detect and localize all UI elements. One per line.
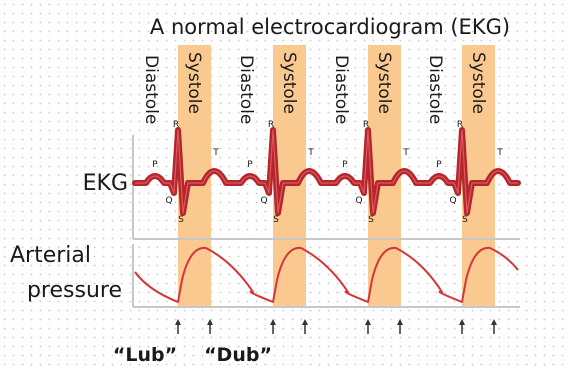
r-wave-label-1: R: [173, 120, 179, 130]
s-wave-label-4: S: [462, 215, 468, 225]
pressure-label: pressure: [27, 278, 122, 303]
dub-marker-4-head: [491, 319, 497, 325]
lub-marker-1-head: [175, 319, 181, 325]
phase-labels: Diastole Systole Diastole Systole Diastole Sy…: [141, 52, 488, 124]
systole-label-3: Systole: [374, 52, 394, 114]
lub-marker-3: [365, 319, 371, 334]
lub-marker-4-head: [459, 319, 465, 325]
diagram-title: A normal electrocardiogram (EKG): [150, 15, 510, 39]
lub-marker-3-head: [365, 319, 371, 325]
lub-label: “Lub”: [113, 344, 177, 366]
diastole-label-1: Diastole: [141, 55, 161, 124]
lub-marker-1: [175, 319, 181, 334]
heart-sound-markers: [175, 319, 497, 334]
r-wave-label-3: R: [363, 120, 369, 130]
diastole-label-4: Diastole: [425, 55, 445, 124]
dub-marker-1: [207, 319, 213, 334]
pressure-trace: [134, 246, 519, 303]
dub-label: “Dub”: [204, 344, 272, 366]
s-wave-label-3: S: [368, 215, 374, 225]
q-wave-label-1: Q: [165, 196, 172, 206]
p-wave-label-3: P: [342, 160, 348, 170]
ekg-trace-highlight: [135, 129, 518, 214]
systole-label-2: Systole: [279, 52, 299, 114]
q-wave-label-2: Q: [260, 196, 267, 206]
lub-marker-2: [270, 319, 276, 334]
p-wave-label-1: P: [152, 160, 158, 170]
dub-marker-3: [397, 319, 403, 334]
r-wave-label-2: R: [268, 120, 274, 130]
s-wave-label-2: S: [273, 215, 279, 225]
ekg-label: EKG: [83, 171, 128, 196]
dub-marker-2: [302, 319, 308, 334]
t-wave-label-4: T: [496, 148, 503, 158]
dub-marker-4: [491, 319, 497, 334]
lub-marker-2-head: [270, 319, 276, 325]
diastole-label-2: Diastole: [236, 55, 256, 124]
q-wave-label-4: Q: [449, 196, 456, 206]
arterial-label: Arterial: [10, 243, 91, 268]
s-wave-label-1: S: [178, 215, 184, 225]
systole-label-4: Systole: [468, 52, 488, 114]
r-wave-label-4: R: [457, 120, 463, 130]
t-wave-label-1: T: [212, 148, 219, 158]
dub-marker-2-head: [302, 319, 308, 325]
diastole-label-3: Diastole: [331, 55, 351, 124]
p-wave-label-4: P: [436, 160, 442, 170]
p-wave-label-2: P: [247, 160, 253, 170]
q-wave-label-3: Q: [355, 196, 362, 206]
lub-marker-4: [459, 319, 465, 334]
t-wave-label-2: T: [307, 148, 314, 158]
t-wave-label-3: T: [402, 148, 409, 158]
systole-label-1: Systole: [184, 52, 204, 114]
dub-marker-1-head: [207, 319, 213, 325]
dub-marker-3-head: [397, 319, 403, 325]
